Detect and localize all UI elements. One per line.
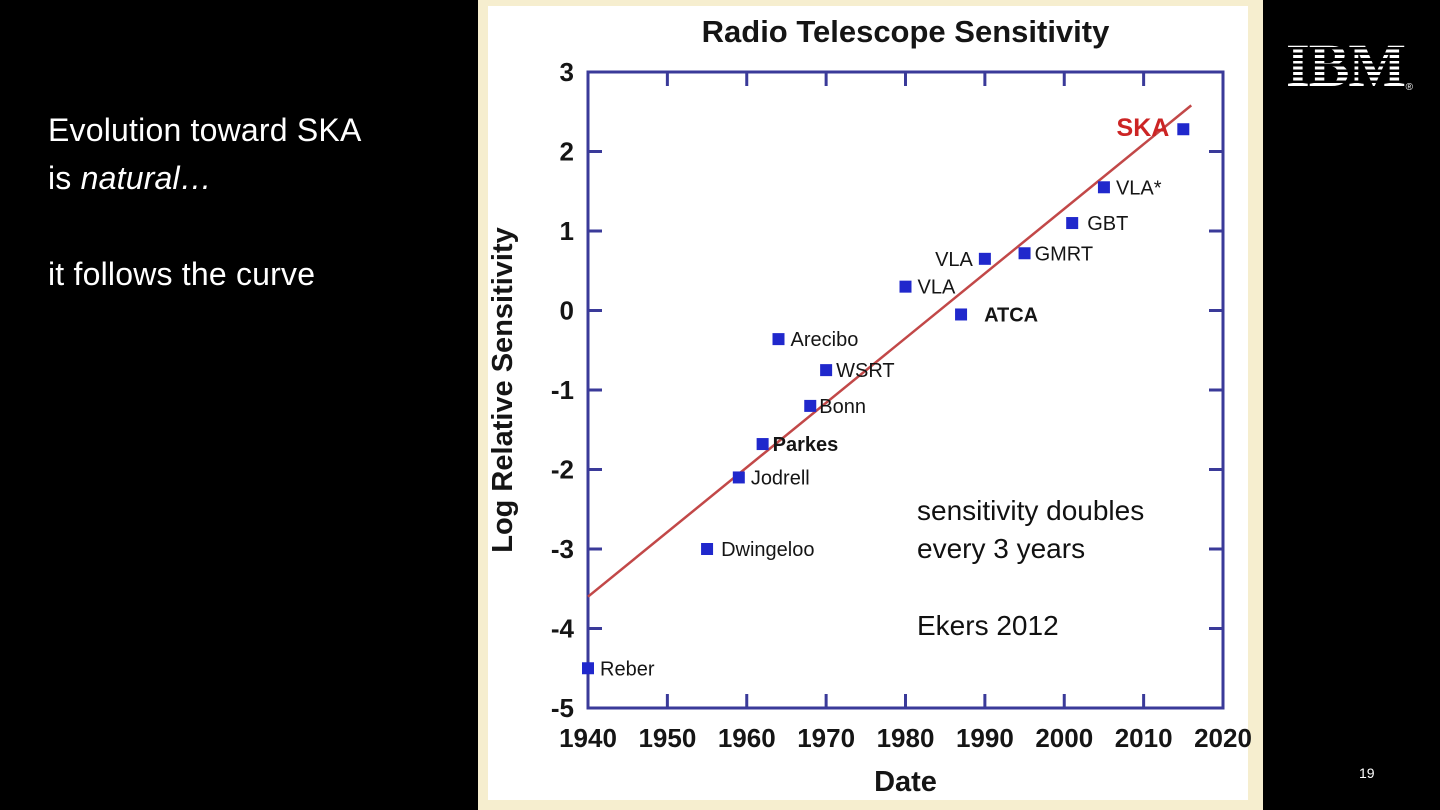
- y-tick-label: 2: [560, 137, 574, 167]
- plot-frame: [586, 70, 1225, 710]
- point-label: VLA*: [1116, 177, 1162, 199]
- y-tick-label: -1: [551, 375, 574, 405]
- y-tick-label: -5: [551, 693, 574, 723]
- point-label: ATCA: [984, 304, 1038, 326]
- chart-annotation: sensitivity doubles every 3 years Ekers …: [917, 492, 1144, 645]
- trend-line: [587, 104, 1193, 598]
- x-tick-label: 1950: [638, 723, 696, 753]
- annotation-gap: [917, 568, 1144, 607]
- text-line-1: Evolution toward SKA: [48, 112, 362, 148]
- x-tick-label: 1980: [877, 723, 935, 753]
- data-point-Arecibo: [772, 333, 785, 346]
- chart-title: Radio Telescope Sensitivity: [702, 14, 1110, 49]
- x-tick-label: 2020: [1194, 723, 1252, 753]
- point-label: SKA: [1117, 114, 1170, 142]
- point-label: GMRT: [1035, 243, 1094, 265]
- data-point-WSRT: [820, 364, 833, 377]
- data-point-VLA: [1097, 181, 1110, 194]
- data-point-Parkes: [756, 438, 769, 451]
- x-tick-label: 1970: [797, 723, 855, 753]
- data-point-VLA: [978, 252, 991, 265]
- ibm-logo-text: IBM: [1286, 33, 1406, 100]
- chart-panel: Radio Telescope Sensitivity Date Log Relat…: [478, 0, 1263, 810]
- data-point-Jodrell: [732, 471, 745, 484]
- point-label: GBT: [1087, 213, 1128, 235]
- y-tick-label: -4: [551, 614, 575, 644]
- x-tick-label: 1940: [559, 723, 617, 753]
- data-point-ATCA: [955, 308, 968, 321]
- data-point-Bonn: [804, 399, 817, 412]
- data-point-Dwingeloo: [701, 543, 714, 555]
- x-tick-label: 1990: [956, 723, 1014, 753]
- point-label: Reber: [600, 658, 655, 680]
- text-spacer: [48, 202, 362, 250]
- x-tick-label: 2010: [1115, 723, 1173, 753]
- point-label: VLA: [935, 249, 973, 271]
- chart-paper: [488, 6, 1248, 800]
- point-label: Parkes: [773, 434, 839, 456]
- y-tick-label: 0: [560, 296, 574, 326]
- point-label: Jodrell: [751, 467, 810, 489]
- y-tick-label: 1: [560, 216, 574, 246]
- annotation-line-3: Ekers 2012: [917, 610, 1059, 641]
- y-tick-label: 3: [560, 57, 574, 87]
- point-label: VLA: [918, 277, 956, 299]
- text-line-2-italic: natural…: [80, 160, 213, 196]
- annotation-line-1: sensitivity doubles: [917, 495, 1145, 526]
- registered-trademark-icon: ®: [1405, 82, 1413, 93]
- x-axis-title: Date: [874, 766, 937, 798]
- data-point-GBT: [1066, 217, 1079, 230]
- data-point-SKA: [1177, 123, 1190, 136]
- point-label: Arecibo: [791, 329, 859, 351]
- point-label: Dwingeloo: [721, 539, 814, 561]
- ibm-logo: IBM ®: [1284, 33, 1413, 100]
- point-label: Bonn: [819, 396, 866, 418]
- x-tick-label: 1960: [718, 723, 776, 753]
- sensitivity-chart: Radio Telescope Sensitivity Date Log Relat…: [487, 6, 1252, 800]
- text-line-2-prefix: is: [48, 160, 81, 196]
- y-tick-label: -2: [551, 455, 574, 485]
- y-axis-title: Log Relative Sensitivity: [487, 227, 519, 553]
- y-tick-label: -3: [551, 534, 574, 564]
- point-label: WSRT: [836, 360, 895, 382]
- text-line-3: it follows the curve: [48, 256, 316, 292]
- text-line-2: is natural…: [48, 154, 362, 202]
- x-tick-label: 2000: [1035, 723, 1093, 753]
- data-point-Reber: [582, 662, 594, 675]
- data-point-VLA: [899, 280, 912, 293]
- annotation-line-2: every 3 years: [917, 533, 1086, 564]
- page-number: 19: [1359, 765, 1375, 781]
- slide-text-block: Evolution toward SKA is natural… it foll…: [48, 106, 362, 298]
- data-point-GMRT: [1018, 247, 1031, 260]
